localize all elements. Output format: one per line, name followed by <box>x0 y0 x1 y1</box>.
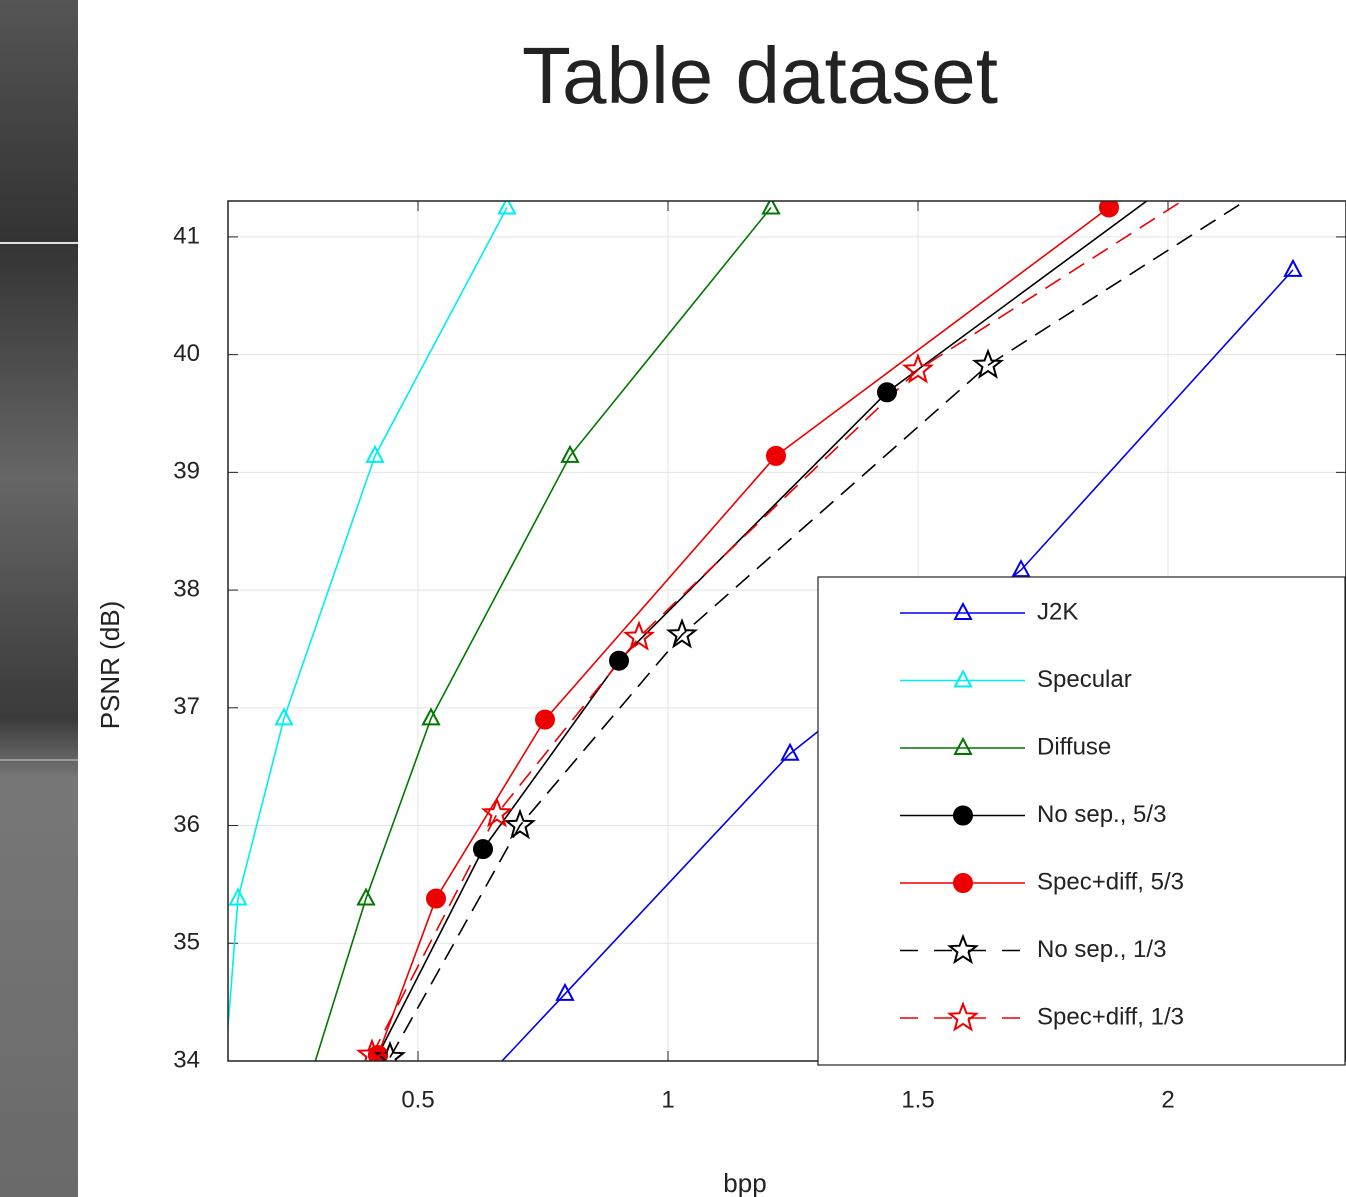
y-tick-label: 34 <box>173 1046 200 1073</box>
legend-marker <box>953 601 973 620</box>
marker <box>210 1146 226 1161</box>
y-tick-label: 36 <box>173 811 200 838</box>
marker <box>503 808 537 840</box>
legend-label: No sep., 5/3 <box>1037 801 1166 828</box>
legend-marker <box>953 873 973 893</box>
legend-marker <box>946 933 980 965</box>
series-line <box>500 269 1294 1061</box>
y-tick-label: 40 <box>173 340 200 367</box>
marker <box>1305 141 1332 166</box>
side-image <box>0 0 78 1197</box>
marker <box>560 444 580 463</box>
marker <box>426 888 446 909</box>
marker <box>780 742 800 761</box>
marker <box>901 353 935 384</box>
marker <box>665 617 699 649</box>
x-axis-label: bpp <box>723 1168 766 1197</box>
chart-title: Table dataset <box>522 31 998 120</box>
marker <box>1283 258 1303 277</box>
x-tick-label: 2 <box>1161 1086 1174 1113</box>
marker <box>365 444 385 463</box>
y-axis-label: PSNR (dB) <box>95 601 125 730</box>
legend-marker <box>953 736 973 755</box>
marker <box>355 1038 389 1061</box>
marker <box>356 887 376 906</box>
series-line <box>389 201 1247 1058</box>
legend-label: Diffuse <box>1037 733 1111 760</box>
y-tick-label: 38 <box>173 575 200 602</box>
legend: J2K Specular Diffuse No sep., 5/3 Spec+diff,… <box>817 576 1346 1066</box>
marker <box>373 1040 407 1061</box>
y-tick-label: 41 <box>173 222 200 249</box>
marker <box>473 839 493 860</box>
marker <box>877 382 897 403</box>
marker <box>761 201 781 215</box>
marker <box>421 707 441 726</box>
series-line <box>314 206 772 1061</box>
legend-marker <box>953 805 973 826</box>
marker <box>1011 558 1031 578</box>
legend-label: Spec+diff, 1/3 <box>1037 1003 1184 1030</box>
marker <box>1169 169 1187 187</box>
y-tick-label: 37 <box>173 693 200 720</box>
legend-label: J2K <box>1037 598 1078 625</box>
x-tick-label: 0.5 <box>401 1086 434 1113</box>
marker <box>535 709 555 730</box>
marker <box>480 796 514 828</box>
series-line <box>371 201 1184 1056</box>
y-tick-label: 35 <box>173 929 200 956</box>
legend-label: No sep., 1/3 <box>1037 936 1166 963</box>
x-tick-label: 1.5 <box>901 1086 934 1113</box>
plot-area <box>210 141 1332 1161</box>
legend-marker <box>946 1001 980 1032</box>
axes-frame <box>227 200 1346 1062</box>
marker <box>497 201 517 215</box>
legend-label: Spec+diff, 5/3 <box>1037 868 1184 895</box>
y-tick-label: 39 <box>173 458 200 485</box>
marker <box>609 650 629 671</box>
marker <box>1205 164 1232 189</box>
marker <box>622 620 656 651</box>
marker <box>274 707 294 726</box>
marker <box>1099 201 1119 218</box>
marker <box>410 1141 426 1156</box>
legend-label: Specular <box>1037 666 1132 693</box>
legend-box <box>817 576 1346 1066</box>
x-tick-label: 1 <box>661 1086 674 1113</box>
marker <box>300 1076 316 1091</box>
legend-marker <box>953 669 973 688</box>
series-line <box>228 207 508 1038</box>
marker <box>971 348 1005 379</box>
marker <box>228 887 248 906</box>
marker <box>766 445 786 466</box>
marker <box>555 982 575 1001</box>
